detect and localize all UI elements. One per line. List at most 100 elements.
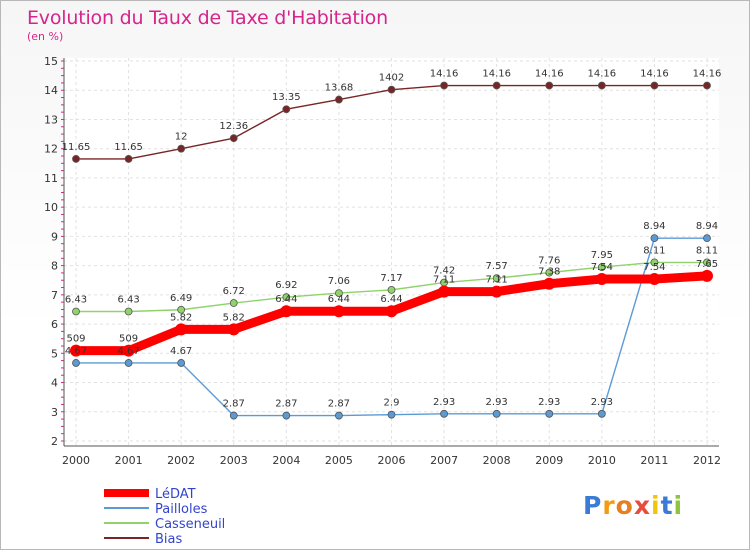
data-point — [70, 344, 82, 357]
data-label: 5.82 — [223, 312, 245, 323]
data-label: 2.93 — [591, 397, 613, 408]
y-tick-label: 15 — [44, 55, 58, 68]
data-point — [703, 258, 711, 267]
data-point — [122, 344, 135, 357]
data-label: 2.87 — [275, 399, 297, 410]
data-point — [597, 81, 606, 90]
data-label: 1402 — [379, 73, 404, 84]
data-label: 2.87 — [223, 399, 245, 410]
data-point — [650, 81, 659, 90]
data-label: 6.49 — [170, 293, 192, 304]
data-point — [440, 81, 448, 90]
logo-letter: i — [651, 491, 661, 520]
data-point — [385, 305, 398, 318]
data-point — [335, 289, 343, 297]
data-label: 7.57 — [486, 261, 508, 272]
data-label: 4.67 — [65, 346, 87, 357]
data-label: 8.11 — [696, 245, 718, 256]
data-point — [492, 81, 501, 90]
data-point — [703, 234, 711, 243]
data-label: 7.38 — [538, 267, 560, 278]
y-tick-label: 7 — [51, 289, 58, 302]
data-point — [282, 293, 291, 302]
x-tick-label: 2006 — [378, 454, 406, 467]
data-point — [177, 305, 186, 314]
y-tick-label: 5 — [51, 347, 58, 360]
data-point — [492, 409, 501, 418]
data-label: 12 — [175, 132, 188, 143]
x-tick-label: 2010 — [588, 454, 616, 467]
data-label: 14.16 — [588, 69, 617, 80]
data-label: 6.92 — [275, 280, 297, 291]
data-point — [595, 273, 608, 286]
y-tick-label: 6 — [51, 318, 58, 331]
proxiti-logo: Proxiti — [583, 491, 683, 520]
data-point — [72, 359, 80, 367]
data-label: 7.65 — [696, 259, 718, 270]
data-label: 6.43 — [117, 295, 139, 306]
data-point — [124, 359, 133, 367]
data-label: 14.16 — [640, 69, 669, 80]
x-tick-label: 2001 — [115, 454, 143, 467]
data-point — [597, 263, 606, 271]
data-label: 14.16 — [482, 69, 511, 80]
data-label: 6.44 — [380, 294, 402, 305]
y-tick-label: 2 — [51, 435, 58, 448]
data-point — [175, 323, 188, 336]
data-label: 14.16 — [430, 69, 459, 80]
data-point — [701, 269, 713, 282]
data-label: 2.93 — [486, 397, 508, 408]
data-point — [703, 81, 711, 90]
data-label: 11.65 — [62, 142, 91, 153]
data-point — [335, 95, 343, 104]
y-tick-label: 10 — [44, 201, 58, 214]
x-tick-label: 2002 — [167, 454, 195, 467]
data-point — [545, 81, 554, 90]
y-tick-label: 4 — [51, 377, 58, 390]
data-label: 7.11 — [433, 275, 455, 286]
data-point — [282, 411, 291, 420]
data-point — [124, 155, 133, 163]
x-tick-label: 2000 — [62, 454, 90, 467]
data-point — [280, 305, 293, 318]
x-tick-label: 2008 — [483, 454, 511, 467]
data-point — [440, 409, 448, 418]
data-point — [229, 411, 238, 420]
data-label: 6.43 — [65, 295, 87, 306]
data-point — [387, 285, 396, 294]
data-label: 8.94 — [643, 221, 665, 232]
data-point — [229, 134, 238, 143]
data-point — [72, 307, 80, 316]
data-point — [177, 144, 186, 153]
data-label: 2.87 — [328, 399, 350, 410]
data-label: 509 — [119, 334, 138, 345]
data-point — [387, 410, 396, 419]
data-label: 7.11 — [486, 275, 508, 286]
y-tick-label: 8 — [51, 260, 58, 273]
data-label: 14.16 — [693, 69, 722, 80]
x-tick-label: 2004 — [272, 454, 300, 467]
data-label: 4.67 — [117, 346, 139, 357]
data-point — [545, 268, 554, 277]
data-point — [545, 409, 554, 418]
data-point — [648, 273, 661, 286]
logo-letter: t — [660, 491, 674, 520]
data-point — [650, 234, 659, 243]
y-tick-label: 14 — [44, 84, 58, 97]
data-label: 6.44 — [328, 294, 350, 305]
x-tick-label: 2007 — [430, 454, 458, 467]
data-label: 2.93 — [538, 397, 560, 408]
data-point — [177, 359, 186, 367]
logo-letter: r — [602, 491, 616, 520]
x-tick-label: 2012 — [693, 454, 721, 467]
data-label: 7.54 — [591, 262, 613, 273]
x-tick-label: 2009 — [535, 454, 563, 467]
data-point — [282, 105, 291, 114]
logo-letter: o — [615, 491, 634, 520]
data-label: 2.93 — [433, 397, 455, 408]
data-label: 7.42 — [433, 266, 455, 277]
legend-label: Pailloles — [155, 502, 208, 517]
data-label: 8.94 — [696, 221, 718, 232]
logo-letter: i — [673, 491, 684, 520]
data-label: 7.76 — [538, 256, 560, 267]
